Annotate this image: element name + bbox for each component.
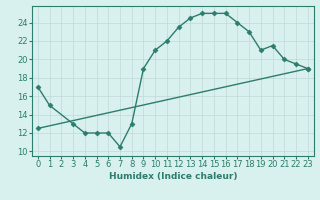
X-axis label: Humidex (Indice chaleur): Humidex (Indice chaleur) bbox=[108, 172, 237, 181]
